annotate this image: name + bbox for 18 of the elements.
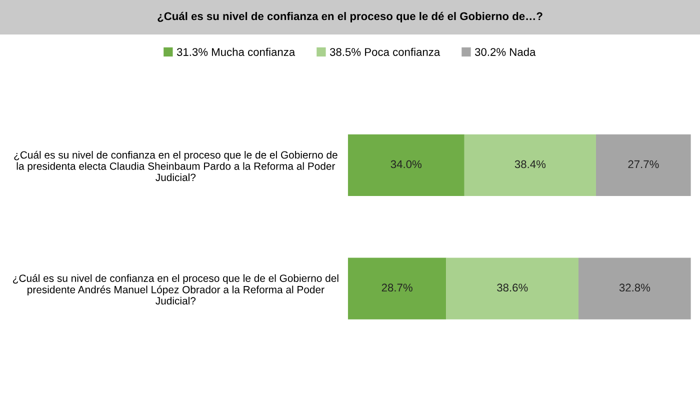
data-label: 34.0% bbox=[390, 160, 422, 168]
legend-label: 30.2% Nada bbox=[474, 48, 536, 56]
y-tick-label: ¿Cuál es su nivel de confianza en el proceso que le de el Gobierno de la presidenta electa Claudia Sheinbaum Pardo a la Reforma al Poder Judicial? bbox=[14, 150, 338, 182]
bar bbox=[578, 258, 691, 320]
legend-label: 38.5% Poca confianza bbox=[330, 48, 440, 56]
bar bbox=[596, 134, 691, 196]
chart-title: ¿Cuál es su nivel de confianza en el proceso que le dé el Gobierno de…? bbox=[158, 12, 542, 22]
data-label: 28.7% bbox=[382, 284, 412, 292]
data-label: 27.7% bbox=[628, 160, 659, 168]
legend-label: 31.3% Mucha confianza bbox=[176, 48, 296, 56]
data-label: 38.4% bbox=[514, 160, 546, 168]
bar bbox=[446, 258, 579, 320]
y-tick-label: ¿Cuál es su nivel de confianza en el proceso que le de el Gobierno del presidente Andrés Manuel López Obrador a la Reforma al Poder Judicial? bbox=[13, 274, 338, 305]
bar bbox=[348, 258, 446, 320]
data-label: 32.8% bbox=[619, 284, 650, 292]
bar bbox=[464, 134, 596, 196]
data-label: 38.6% bbox=[497, 284, 528, 292]
bar bbox=[348, 134, 464, 196]
